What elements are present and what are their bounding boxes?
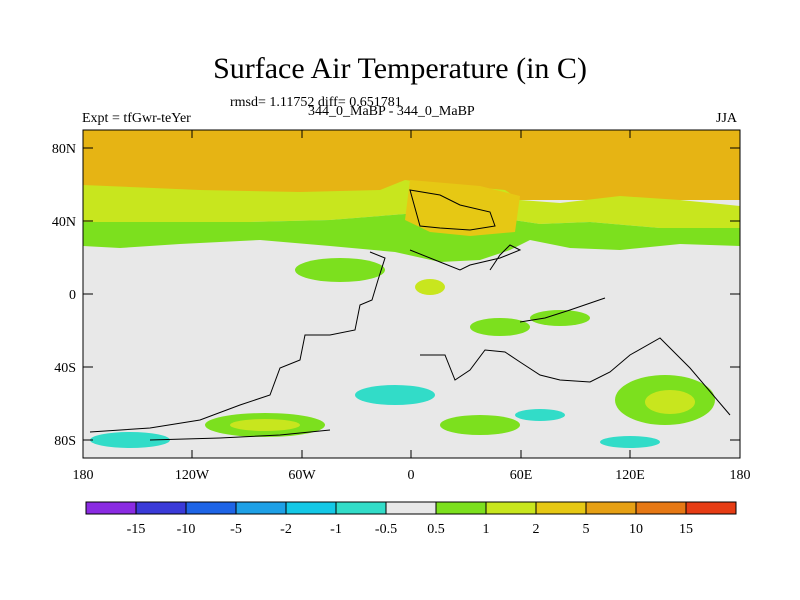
coastline-antarctic — [149, 429, 331, 441]
patch-south-pacific-inner — [230, 419, 300, 431]
lat-label-40s: 40S — [54, 361, 76, 376]
plot-title: Surface Air Temperature (in C) — [213, 52, 587, 85]
legend-label: -1 — [330, 522, 342, 537]
legend-swatch — [185, 501, 237, 515]
lon-label-180e: 180 — [730, 468, 751, 483]
lat-label-80n: 80N — [52, 142, 76, 157]
patch-indian — [470, 318, 530, 336]
legend-label: -10 — [177, 522, 196, 537]
patch-indian-2 — [530, 310, 590, 326]
coastline-indian — [519, 297, 606, 323]
coastline-west — [89, 251, 386, 433]
legend-swatch — [535, 501, 587, 515]
lat-ticks — [83, 147, 740, 441]
lon-label-0: 0 — [408, 468, 415, 483]
legend-label: 5 — [583, 522, 590, 537]
legend-label: 10 — [629, 522, 643, 537]
lon-label-180w: 180 — [73, 468, 94, 483]
legend-label: -2 — [280, 522, 292, 537]
legend-label: 0.5 — [427, 522, 445, 537]
legend-swatch — [235, 501, 287, 515]
patch-south-atlantic — [440, 415, 520, 435]
legend-swatch — [485, 501, 537, 515]
legend-swatch — [385, 501, 437, 515]
legend-bar — [85, 501, 737, 515]
cool-patch-1 — [355, 385, 435, 405]
legend-swatch — [285, 501, 337, 515]
legend-label: -5 — [230, 522, 242, 537]
legend-swatch — [685, 501, 737, 515]
cool-patch-4 — [600, 436, 660, 448]
cool-patch-2 — [515, 409, 565, 421]
temperature-field — [83, 130, 740, 458]
legend-swatch — [635, 501, 687, 515]
legend-swatch — [335, 501, 387, 515]
patch-atlantic — [295, 258, 385, 282]
lon-ticks — [191, 130, 631, 458]
coastline-asia — [409, 189, 496, 231]
legend-label: 2 — [533, 522, 540, 537]
legend-swatch — [585, 501, 637, 515]
coastlines — [89, 189, 731, 441]
legend-swatch — [435, 501, 487, 515]
legend-label: -0.5 — [375, 522, 397, 537]
legend-label: 15 — [679, 522, 693, 537]
stats-label: rmsd= 1.11752 diff= 0.651781 — [230, 95, 402, 110]
experiment-label: Expt = tfGwr-teYer — [82, 111, 191, 126]
band-1-2-north — [83, 214, 740, 262]
season-label: JJA — [716, 111, 738, 126]
lat-label-80s: 80S — [54, 434, 76, 449]
patch-africa — [415, 279, 445, 295]
legend-swatch — [85, 501, 137, 515]
lon-label-60w: 60W — [288, 468, 316, 483]
legend-label: 1 — [483, 522, 490, 537]
lat-label-40n: 40N — [52, 215, 76, 230]
legend-swatch — [135, 501, 187, 515]
legend-labels: -15 -10 -5 -2 -1 -0.5 0.5 1 2 5 10 15 — [127, 522, 693, 537]
patch-australia-inner — [645, 390, 695, 414]
lon-label-120w: 120W — [175, 468, 210, 483]
coastline-south — [420, 337, 731, 416]
difference-label: 344_0_MaBP - 344_0_MaBP — [308, 104, 475, 119]
coastline-central — [409, 244, 522, 271]
legend-label: -15 — [127, 522, 146, 537]
lon-label-120e: 120E — [615, 468, 645, 483]
lat-label-eq: 0 — [69, 288, 76, 303]
cool-patch-3 — [90, 432, 170, 448]
lon-label-60e: 60E — [510, 468, 533, 483]
